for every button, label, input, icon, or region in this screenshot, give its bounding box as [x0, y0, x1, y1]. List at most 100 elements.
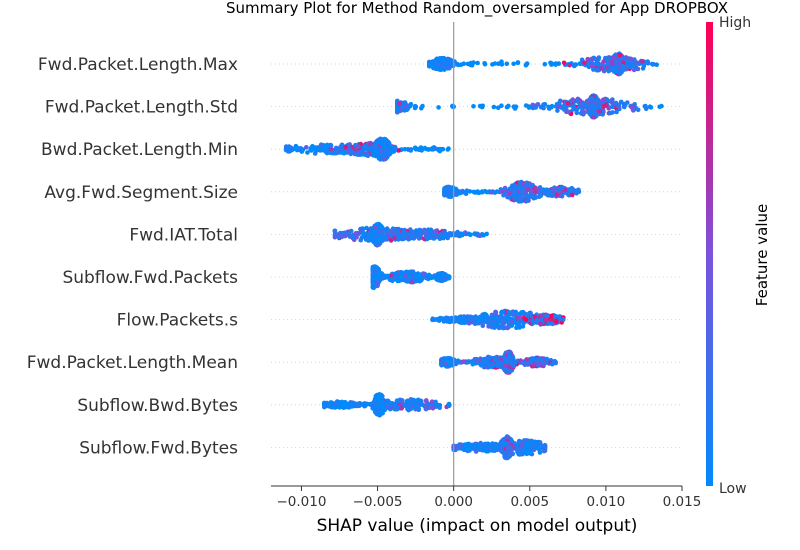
shap-point	[370, 273, 376, 279]
feature-points	[332, 221, 490, 248]
shap-point	[571, 188, 576, 194]
feature-row: Subflow.Fwd.Bytes	[79, 434, 682, 461]
shap-point	[461, 61, 467, 66]
shap-point	[397, 101, 402, 106]
shap-point	[555, 108, 560, 113]
shap-point	[499, 189, 505, 194]
shap-point	[524, 198, 529, 204]
shap-point	[328, 143, 334, 149]
shap-point	[509, 311, 514, 317]
shap-point	[557, 190, 563, 196]
shap-point	[441, 235, 446, 241]
shap-point	[533, 105, 538, 110]
shap-point	[560, 317, 566, 322]
shap-point	[504, 104, 510, 110]
shap-point	[550, 186, 556, 192]
shap-point	[596, 108, 602, 114]
shap-point	[461, 189, 466, 195]
shap-point	[523, 317, 529, 322]
shap-point	[322, 401, 327, 407]
shap-point	[524, 193, 530, 199]
shap-point	[382, 400, 388, 406]
shap-point	[491, 104, 497, 110]
shap-point	[376, 237, 381, 242]
shap-point	[356, 151, 361, 156]
shap-point	[493, 442, 498, 447]
shap-point	[532, 439, 538, 445]
shap-point	[464, 441, 470, 447]
shap-point	[293, 145, 298, 150]
feature-label: Fwd.Packet.Length.Std	[45, 98, 238, 118]
shap-point	[561, 60, 567, 66]
shap-point	[610, 110, 615, 115]
shap-point	[504, 61, 510, 67]
shap-point	[346, 148, 351, 153]
shap-point	[324, 145, 330, 151]
chart-title: Summary Plot for Method Random_oversampl…	[226, 0, 728, 18]
shap-point	[634, 60, 639, 65]
shap-point	[467, 189, 473, 194]
shap-point	[378, 157, 383, 162]
shap-point	[499, 309, 505, 315]
shap-point	[500, 322, 505, 328]
shap-point	[438, 231, 444, 237]
shap-point	[549, 62, 554, 67]
shap-point	[373, 401, 378, 406]
shap-point	[347, 234, 353, 239]
shap-point	[321, 147, 326, 152]
shap-point	[591, 114, 596, 120]
shap-point	[365, 153, 371, 158]
shap-point	[606, 106, 611, 111]
feature-row: Subflow.Fwd.Packets	[62, 264, 682, 291]
shap-point	[538, 189, 544, 195]
shap-point	[366, 147, 371, 152]
feature-points	[439, 349, 558, 375]
shap-point	[440, 61, 446, 66]
shap-point	[628, 56, 634, 62]
shap-point	[457, 233, 462, 239]
shap-point	[509, 355, 515, 361]
shap-point	[570, 97, 575, 103]
shap-point	[505, 368, 511, 374]
shap-point	[520, 324, 526, 329]
shap-point	[351, 402, 356, 407]
shap-point	[537, 356, 543, 362]
shap-point	[491, 357, 497, 363]
shap-point	[346, 401, 352, 407]
shap-point	[402, 402, 407, 408]
shap-point	[545, 192, 551, 198]
shap-point	[513, 184, 518, 189]
shap-point	[407, 274, 413, 279]
shap-point	[376, 228, 381, 234]
shap-point	[585, 56, 590, 62]
shap-point	[447, 189, 452, 194]
shap-point	[437, 236, 443, 241]
shap-point	[437, 405, 443, 411]
shap-point	[487, 364, 493, 370]
shap-point	[332, 228, 338, 234]
shap-point	[440, 277, 445, 283]
shap-point	[520, 447, 525, 453]
shap-point	[355, 401, 361, 407]
shap-point	[567, 62, 572, 68]
shap-point	[408, 148, 414, 153]
shap-point	[505, 325, 510, 331]
shap-point	[378, 393, 384, 399]
shap-point	[378, 141, 384, 146]
shap-point	[424, 398, 429, 403]
shap-point	[332, 232, 338, 238]
shap-point	[394, 398, 400, 404]
shap-point	[498, 362, 504, 368]
shap-point	[640, 59, 645, 64]
shap-point	[476, 190, 482, 196]
shap-point	[468, 60, 474, 66]
shap-point	[439, 360, 445, 365]
shap-point	[328, 146, 334, 152]
shap-point	[459, 442, 464, 448]
shap-point	[524, 357, 529, 362]
shap-point	[496, 325, 502, 331]
shap-point	[516, 321, 522, 326]
shap-point	[554, 102, 560, 107]
feature-points	[283, 136, 451, 162]
shap-point	[399, 406, 405, 411]
